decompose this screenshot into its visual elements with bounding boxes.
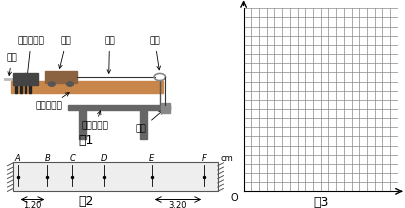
Circle shape [48,82,55,86]
Bar [79,110,86,139]
Text: 小车: 小车 [58,37,71,68]
Bar [68,105,170,110]
Text: 纸带: 纸带 [6,54,17,76]
Bar [13,73,38,85]
Bar [15,80,17,93]
Text: 3.20: 3.20 [168,201,187,208]
Bar [20,80,21,93]
Text: 1.20: 1.20 [23,201,42,208]
Text: 水平实验台: 水平实验台 [81,111,108,131]
Text: 图3: 图3 [312,196,328,208]
Text: D: D [100,154,107,163]
Bar [140,110,147,139]
Text: C: C [69,154,75,163]
Bar [13,162,217,191]
Text: A: A [15,154,21,163]
Text: 图2: 图2 [78,195,94,208]
Text: 细线: 细线 [104,37,115,73]
Bar [29,80,31,93]
Text: 滑轮: 滑轮 [149,37,160,70]
Text: F: F [201,154,206,163]
Bar [45,71,77,83]
Text: B: B [44,154,50,163]
Text: 钩码: 钩码 [136,110,162,134]
Text: 图1: 图1 [78,134,94,147]
Text: cm: cm [220,154,232,163]
Text: E: E [149,154,154,163]
Bar [160,103,170,113]
Text: 打点计时器: 打点计时器 [18,37,45,77]
Text: 均匀长木板: 均匀长木板 [36,93,69,111]
Text: O: O [230,193,238,203]
Circle shape [66,82,73,86]
Bar [11,80,163,93]
Bar [24,80,26,93]
